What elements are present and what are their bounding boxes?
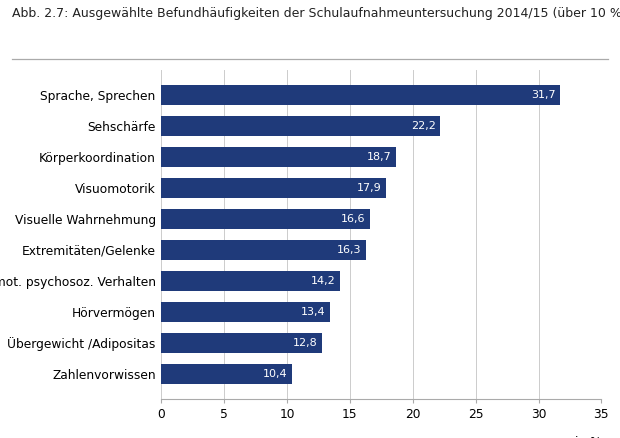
Bar: [161, 271, 340, 291]
Text: in %: in %: [575, 436, 601, 438]
Text: 13,4: 13,4: [301, 307, 326, 317]
Bar: [161, 147, 396, 167]
Bar: [161, 332, 322, 353]
Bar: [161, 240, 366, 260]
Text: 16,3: 16,3: [337, 245, 362, 255]
Bar: [161, 302, 330, 322]
Text: 14,2: 14,2: [311, 276, 335, 286]
Bar: [161, 116, 440, 136]
Text: 12,8: 12,8: [293, 338, 318, 348]
Text: 31,7: 31,7: [531, 90, 556, 100]
Text: 22,2: 22,2: [411, 121, 436, 131]
Bar: [161, 85, 560, 105]
Text: 16,6: 16,6: [341, 214, 366, 224]
Bar: [161, 364, 292, 384]
Text: 18,7: 18,7: [367, 152, 392, 162]
Bar: [161, 178, 386, 198]
Text: 10,4: 10,4: [263, 369, 288, 378]
Text: 17,9: 17,9: [357, 183, 382, 193]
Bar: [161, 209, 370, 229]
Text: Abb. 2.7: Ausgewählte Befundhäufigkeiten der Schulaufnahmeuntersuchung 2014/15 (: Abb. 2.7: Ausgewählte Befundhäufigkeiten…: [12, 7, 620, 20]
